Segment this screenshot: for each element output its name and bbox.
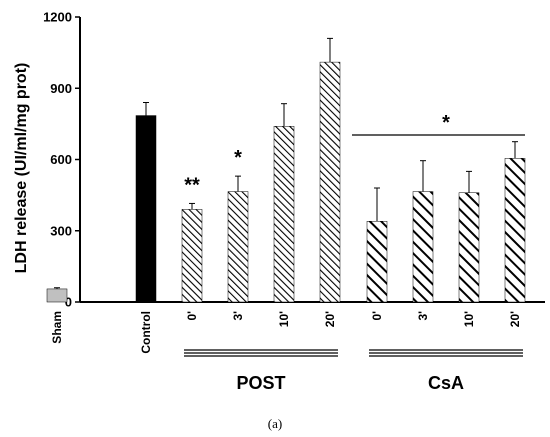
y-tick-label: 900 <box>50 81 72 96</box>
x-tick-label: 20' <box>323 311 337 327</box>
y-tick-label: 0 <box>65 295 72 310</box>
group-label: POST <box>236 373 285 393</box>
x-tick-label: 3' <box>231 311 245 321</box>
y-tick-label: 1200 <box>43 10 72 25</box>
x-tick-label: 20' <box>508 311 522 327</box>
annotations: **** <box>184 112 525 196</box>
axes: 0 300 600 900 1200 Sham Control 0' 3' 10' 20' 0' 3' 1… <box>43 10 545 393</box>
bars <box>46 37 526 303</box>
x-tick-label: 10' <box>277 311 291 327</box>
bar <box>366 221 388 303</box>
bar <box>135 115 157 303</box>
figure-caption: (a) <box>268 416 282 431</box>
x-tick-label: Control <box>139 311 153 354</box>
bar <box>319 61 341 303</box>
group-label: CsA <box>428 373 464 393</box>
significance-marker: ** <box>184 174 200 196</box>
x-tick-label: 0' <box>185 311 199 321</box>
x-tick-label: Sham <box>50 311 64 344</box>
y-tick-label: 300 <box>50 223 72 238</box>
bar <box>412 191 434 303</box>
y-axis-label: LDH release (UI/ml/mg prot) <box>13 63 30 274</box>
bar <box>273 126 295 303</box>
bar <box>504 158 526 303</box>
bar <box>227 191 249 303</box>
bar <box>181 209 203 303</box>
y-tick-label: 600 <box>50 152 72 167</box>
significance-marker: * <box>442 112 450 134</box>
x-tick-label: 0' <box>370 311 384 321</box>
significance-marker: * <box>234 147 242 169</box>
x-tick-label: 10' <box>462 311 476 327</box>
x-tick-label: 3' <box>416 311 430 321</box>
bar <box>46 288 68 303</box>
bar <box>458 192 480 303</box>
